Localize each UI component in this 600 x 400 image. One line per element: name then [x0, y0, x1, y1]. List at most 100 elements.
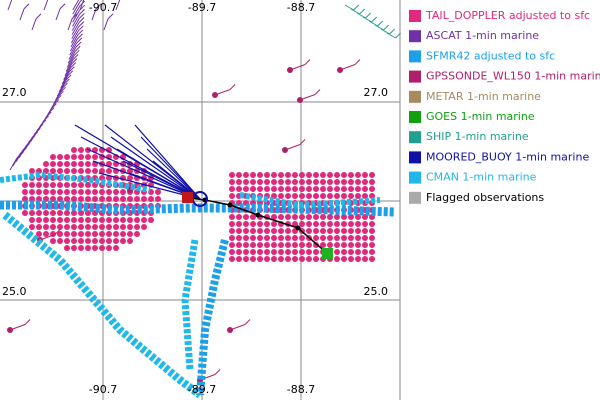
barb-flag	[79, 0, 83, 3]
doppler-ob	[250, 228, 256, 234]
doppler-ob	[313, 214, 319, 220]
doppler-ob	[50, 238, 56, 244]
doppler-ob	[120, 238, 126, 244]
doppler-ob	[99, 231, 105, 237]
barb-flag	[76, 37, 83, 44]
wind-barb	[61, 71, 70, 85]
doppler-ob	[148, 217, 154, 223]
doppler-ob	[285, 179, 291, 185]
doppler-ob	[36, 217, 42, 223]
doppler-ob	[271, 221, 277, 227]
wind-barb	[56, 83, 65, 97]
doppler-ob	[271, 249, 277, 255]
sfmr-swath	[196, 239, 229, 396]
legend-label: MOORED_BUOY 1-min marine	[426, 150, 589, 163]
wind-barb	[58, 79, 67, 93]
doppler-ob	[334, 249, 340, 255]
doppler-ob	[369, 172, 375, 178]
doppler-ob	[106, 224, 112, 230]
wind-barb	[66, 55, 75, 68]
wind-barb	[31, 18, 37, 31]
barb-flag	[63, 78, 70, 85]
doppler-ob	[78, 154, 84, 160]
doppler-ob	[341, 235, 347, 241]
doppler-ob	[57, 182, 63, 188]
doppler-ob	[327, 172, 333, 178]
doppler-ob	[148, 196, 154, 202]
doppler-ob	[320, 179, 326, 185]
doppler-ob	[43, 189, 49, 195]
doppler-ob	[292, 221, 298, 227]
doppler-ob	[299, 242, 305, 248]
doppler-ob	[306, 172, 312, 178]
legend: TAIL_DOPPLER adjusted to sfc ASCAT 1-min …	[402, 0, 600, 210]
doppler-ob	[341, 256, 347, 262]
doppler-ob	[313, 186, 319, 192]
wind-barb	[289, 64, 306, 71]
doppler-ob	[369, 186, 375, 192]
doppler-ob	[320, 221, 326, 227]
doppler-ob	[341, 193, 347, 199]
doppler-ob	[71, 161, 77, 167]
doppler-ob	[120, 189, 126, 195]
doppler-ob	[155, 196, 161, 202]
doppler-ob	[71, 154, 77, 160]
doppler-ob	[264, 221, 270, 227]
doppler-ob	[285, 235, 291, 241]
end-marker	[322, 248, 333, 259]
doppler-ob	[320, 214, 326, 220]
wind-barb	[69, 42, 78, 56]
doppler-ob	[320, 228, 326, 234]
doppler-ob	[355, 249, 361, 255]
doppler-ob	[85, 238, 91, 244]
doppler-ob	[327, 221, 333, 227]
doppler-ob	[106, 196, 112, 202]
doppler-ob	[43, 182, 49, 188]
barb-flag	[75, 41, 82, 48]
doppler-ob	[64, 231, 70, 237]
doppler-ob	[320, 186, 326, 192]
doppler-ob	[141, 224, 147, 230]
doppler-ob	[106, 147, 112, 153]
doppler-ob	[78, 238, 84, 244]
doppler-ob	[313, 179, 319, 185]
doppler-ob	[292, 235, 298, 241]
wind-barb	[55, 8, 61, 21]
wind-barb	[67, 50, 76, 64]
doppler-ob	[134, 224, 140, 230]
doppler-ob	[369, 249, 375, 255]
wind-barb	[79, 0, 85, 11]
legend-label: TAIL_DOPPLER adjusted to sfc	[425, 9, 590, 22]
doppler-ob	[64, 182, 70, 188]
doppler-ob	[362, 172, 368, 178]
doppler-ob	[299, 256, 305, 262]
doppler-ob	[299, 179, 305, 185]
map-area	[0, 0, 402, 400]
doppler-ob	[85, 189, 91, 195]
doppler-ob	[99, 196, 105, 202]
barb-flag	[383, 24, 390, 31]
doppler-ob	[313, 256, 319, 262]
sfmr-swath	[181, 239, 199, 371]
doppler-ob	[334, 179, 340, 185]
doppler-ob	[250, 172, 256, 178]
doppler-ob	[250, 242, 256, 248]
legend-label: SFMR42 adjusted to sfc	[426, 49, 555, 62]
doppler-ob	[264, 235, 270, 241]
doppler-ob	[71, 210, 77, 216]
doppler-ob	[334, 221, 340, 227]
doppler-ob	[327, 242, 333, 248]
barb-flag	[395, 32, 402, 39]
doppler-ob	[306, 228, 312, 234]
doppler-ob	[229, 242, 235, 248]
wind-barb	[69, 38, 78, 52]
doppler-ob	[250, 186, 256, 192]
lon-label: -88.7	[287, 383, 315, 396]
doppler-ob	[50, 161, 56, 167]
doppler-ob	[236, 221, 242, 227]
wind-barb	[339, 64, 356, 71]
doppler-ob	[250, 249, 256, 255]
doppler-ob	[50, 210, 56, 216]
barb-flag	[68, 66, 75, 73]
sfmr-swath	[2, 211, 203, 399]
